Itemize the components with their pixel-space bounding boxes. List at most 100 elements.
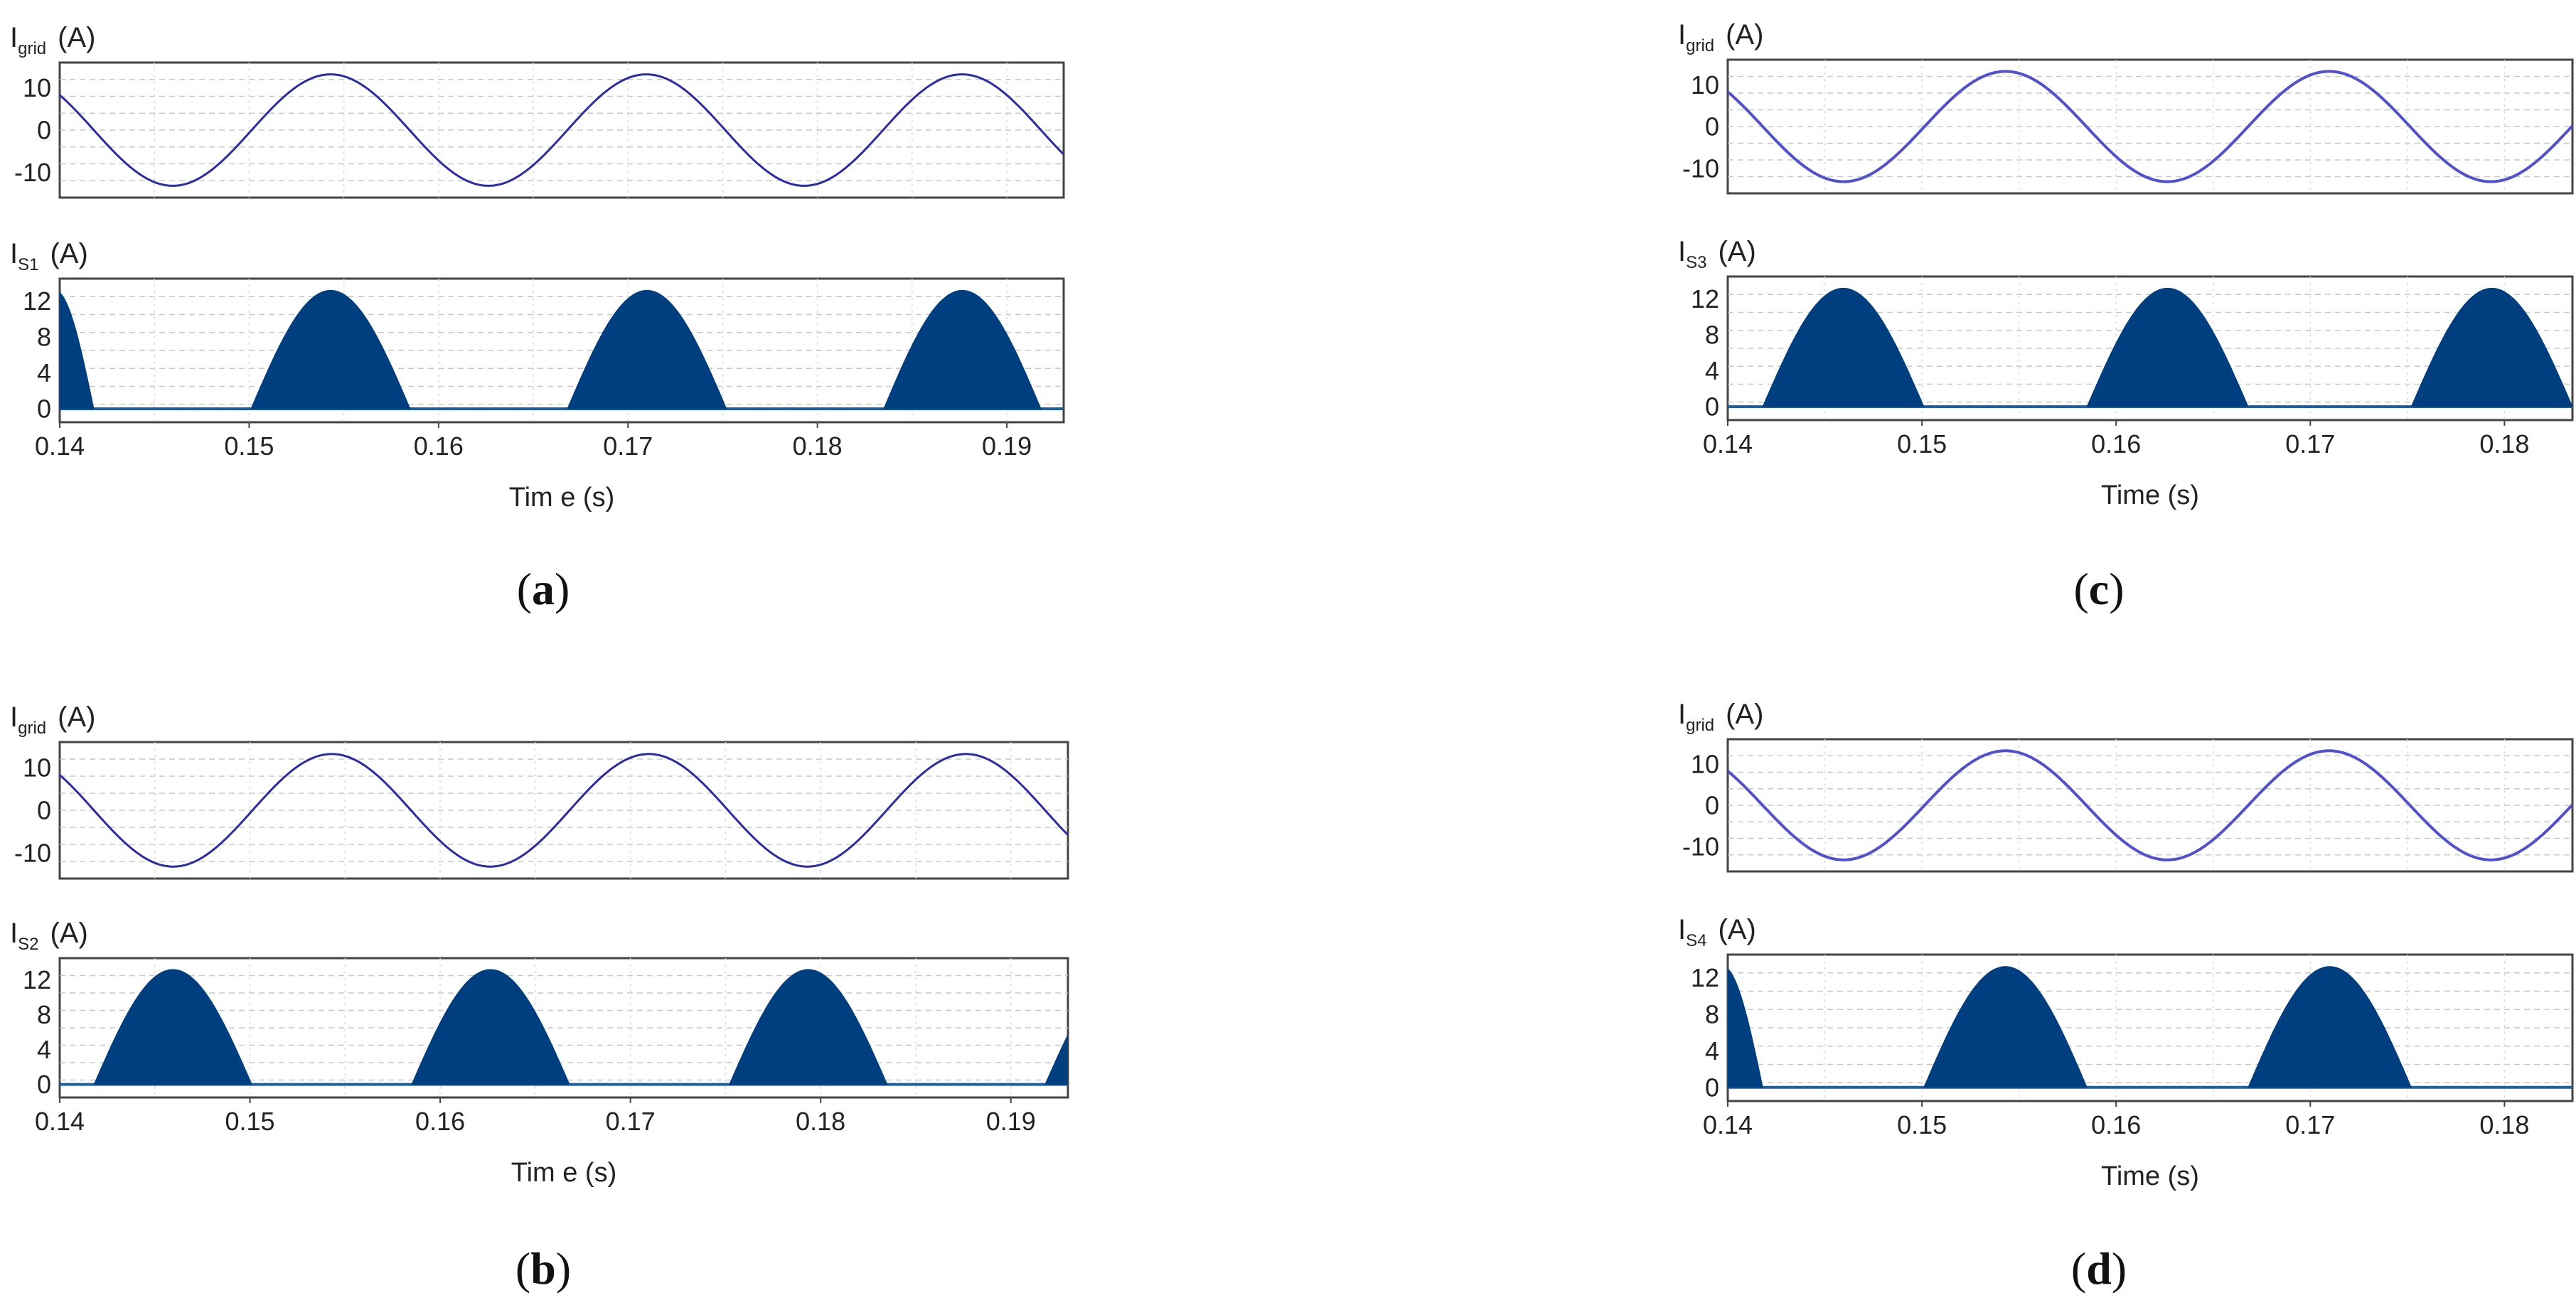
y-tick-label: 0 (37, 394, 51, 424)
plot-d-top: 10 0 -10 Igrid (A) (1678, 699, 2574, 873)
y-tick-label: -10 (1682, 832, 1719, 861)
y-axis-label-sub: grid (18, 39, 46, 58)
y-axis-label-unit: (A) (1718, 236, 1755, 267)
y-axis-label-main: I (10, 702, 18, 733)
y-axis-label: Igrid (A) (1678, 699, 1763, 735)
x-tick-label: 0.16 (414, 431, 464, 461)
y-axis-label-main: I (1678, 699, 1686, 730)
x-tick-label: 0.18 (2479, 429, 2529, 458)
y-tick-label: 12 (1691, 284, 1719, 313)
y-axis-label-main: I (1678, 19, 1686, 50)
current-pulse (883, 289, 1042, 409)
y-tick-label: 8 (37, 323, 51, 352)
x-tick-label: 0.15 (224, 431, 274, 461)
caption-letter: b (530, 1243, 556, 1294)
y-tick-label: 0 (1705, 791, 1719, 820)
x-tick-label: 0.16 (2091, 429, 2141, 458)
x-tick-label: 0.17 (2285, 429, 2335, 458)
y-tick-label: 0 (1705, 392, 1719, 422)
y-axis-label-main: I (10, 918, 18, 949)
panel-caption: (c) (2073, 564, 2124, 614)
x-tick-label: 0.17 (606, 1107, 656, 1136)
y-tick-label: 4 (37, 358, 51, 387)
x-tick-label: 0.19 (986, 1107, 1036, 1136)
y-tick-label: 12 (23, 965, 51, 994)
x-tick-label: 0.18 (793, 431, 843, 461)
y-axis-label-unit: (A) (1726, 19, 1763, 50)
y-tick-label: 4 (1705, 356, 1719, 385)
y-tick-label: -10 (1682, 154, 1719, 183)
current-pulse (1762, 287, 1925, 407)
y-tick-label: 0 (37, 116, 51, 145)
current-pulse (2086, 287, 2249, 407)
y-tick-label: 4 (1705, 1036, 1719, 1065)
y-axis-label: IS3 (A) (1678, 236, 1756, 272)
y-tick-label: 8 (1705, 321, 1719, 350)
plot-c-bottom: 12 8 4 0 IS3 (A) (1678, 236, 2574, 422)
plot-d-bottom: 12 8 4 0 IS4 (A) (1678, 914, 2574, 1102)
current-pulse (1923, 966, 2088, 1088)
current-pulse (2248, 966, 2412, 1088)
x-tick-label: 0.15 (1897, 1110, 1947, 1139)
y-axis-label-unit: (A) (1718, 914, 1755, 945)
y-axis-label-main: I (1678, 914, 1686, 945)
y-axis-label: Igrid (A) (1678, 19, 1763, 55)
x-tick-label: 0.16 (415, 1107, 465, 1136)
current-pulse (411, 969, 570, 1085)
y-axis-label-sub: S4 (1686, 931, 1706, 950)
caption-open: ( (515, 1243, 530, 1294)
x-tick-label: 0.17 (2285, 1110, 2335, 1139)
y-axis-label-unit: (A) (1726, 699, 1763, 730)
x-tick-label: 0.14 (35, 431, 85, 461)
x-tick-label: 0.18 (796, 1107, 845, 1136)
y-axis-label-unit: (A) (50, 238, 87, 269)
x-tick-label: 0.17 (603, 431, 653, 461)
x-axis-label: Tim e (s) (509, 483, 614, 512)
caption-letter: d (2086, 1243, 2112, 1294)
x-axis-label: Time (s) (2101, 1161, 2199, 1191)
series-line-igrid (60, 73, 1064, 187)
y-tick-label: -10 (14, 158, 51, 187)
y-tick-label: 8 (37, 1000, 51, 1029)
caption-letter: c (2089, 564, 2109, 614)
x-tick-label: 0.14 (1703, 429, 1753, 458)
y-tick-label: 10 (1691, 749, 1719, 778)
y-tick-label: 10 (1691, 70, 1719, 100)
y-axis-label-main: I (10, 22, 18, 53)
y-tick-label: 0 (37, 1070, 51, 1099)
plot-a-top: 10 0 -10 Igrid (A) (10, 22, 1065, 199)
x-axis-label: Time (s) (2101, 480, 2199, 510)
caption-open: ( (2073, 564, 2088, 614)
caption-close: ) (2109, 564, 2124, 614)
y-tick-label: 4 (37, 1035, 51, 1064)
y-axis-label-sub: grid (1686, 716, 1714, 735)
current-pulse (2410, 287, 2572, 407)
y-axis-label: Igrid (A) (10, 22, 95, 58)
plot-b-bottom: 12 8 4 0 IS2 (A) (10, 918, 1069, 1099)
series-line-igrid (60, 753, 1068, 868)
caption-close: ) (2112, 1243, 2127, 1294)
y-tick-label: 0 (1705, 112, 1719, 141)
current-pulse (729, 969, 888, 1085)
plot-b-top: 10 0 -10 Igrid (A) (10, 702, 1069, 880)
y-axis-label: IS2 (A) (10, 918, 88, 954)
series-line-igrid (1728, 749, 2572, 861)
y-axis-label-unit: (A) (58, 702, 95, 733)
y-tick-label: 10 (23, 753, 51, 783)
y-axis-label-unit: (A) (58, 22, 95, 53)
y-tick-label: 12 (23, 286, 51, 316)
y-tick-label: 10 (23, 73, 51, 102)
panel-caption: (d) (2071, 1243, 2127, 1294)
y-tick-label: 0 (37, 796, 51, 825)
caption-open: ( (517, 564, 532, 614)
x-tick-label: 0.14 (1703, 1110, 1753, 1139)
y-tick-label: 0 (1705, 1073, 1719, 1102)
x-tick-label: 0.18 (2479, 1110, 2529, 1139)
y-axis-label-unit: (A) (50, 918, 87, 949)
current-pulse (93, 969, 252, 1085)
current-pulse (567, 289, 727, 409)
